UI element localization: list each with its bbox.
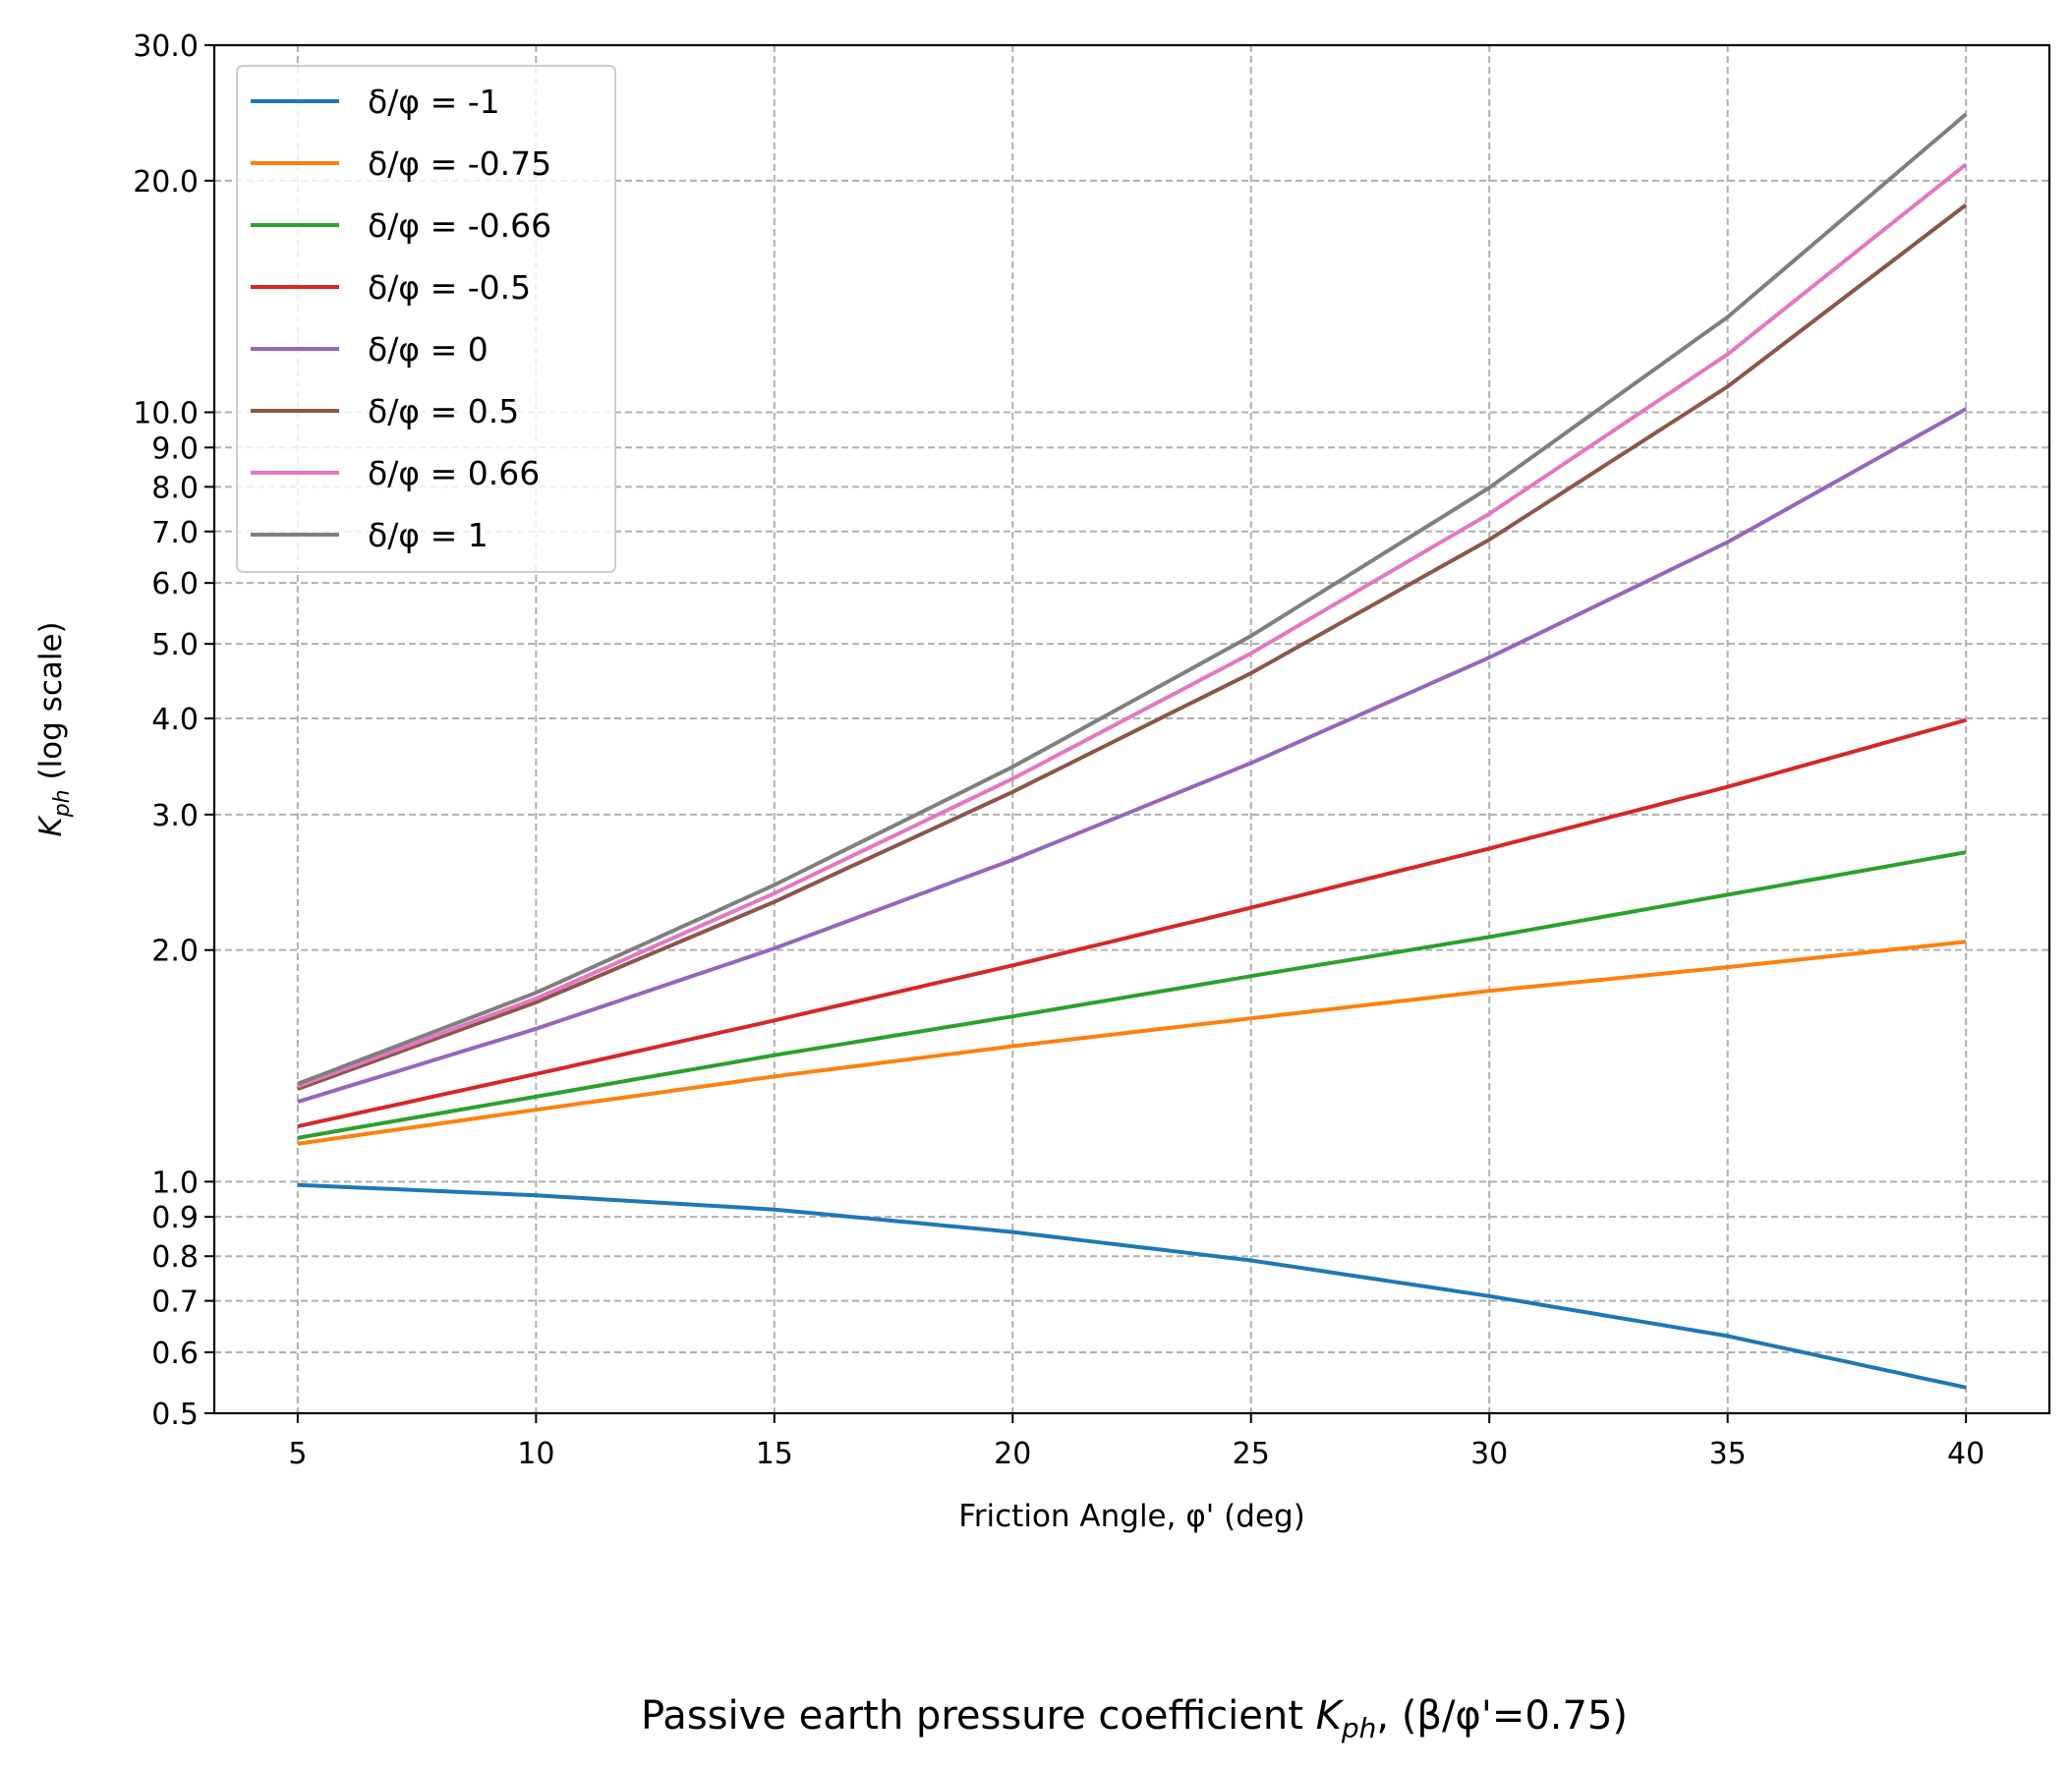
y-axis-label-subscript: ph <box>50 789 75 818</box>
x-tick-label: 5 <box>288 1437 307 1471</box>
legend: δ/φ = -1 δ/φ = -0.75 δ/φ = -0.66 δ/φ = -0.5… <box>236 65 616 573</box>
legend-label: δ/φ = -0.66 <box>368 206 551 245</box>
legend-box <box>236 65 616 573</box>
x-tick-label: 20 <box>994 1437 1031 1471</box>
y-tick-label: 5.0 <box>151 628 199 662</box>
legend-label: δ/φ = 0 <box>368 330 489 369</box>
series-line <box>297 717 1967 1129</box>
y-tick-label: 0.6 <box>151 1337 199 1371</box>
figure-caption: Passive earth pressure coefficient Kph, … <box>641 1693 1628 1744</box>
x-tick-label: 30 <box>1470 1437 1508 1471</box>
series-line <box>297 940 1967 1146</box>
legend-label: δ/φ = -0.5 <box>368 268 531 307</box>
y-tick-label: 6.0 <box>151 567 199 601</box>
y-tick-label: 0.8 <box>151 1240 199 1275</box>
legend-label: δ/φ = 0.5 <box>368 392 519 430</box>
legend-label: δ/φ = -0.75 <box>368 144 551 183</box>
legend-entries: δ/φ = -1 δ/φ = -0.75 δ/φ = -0.66 δ/φ = -0.5… <box>251 83 551 554</box>
series-line <box>297 850 1967 1140</box>
series-line <box>297 162 1968 1089</box>
y-tick-label: 0.7 <box>151 1285 199 1320</box>
y-tick-label: 2.0 <box>151 935 199 969</box>
caption-suffix: , (β/φ'=0.75) <box>1376 1693 1628 1739</box>
y-tick-label: 8.0 <box>151 471 199 505</box>
y-axis-ticks: 0.5 0.6 0.7 0.8 0.91.0 2.0 3.0 4.0 5.0 6.0 7.0 8.0 9… <box>133 29 214 1432</box>
y-tick-label: 30.0 <box>133 29 199 64</box>
series-line <box>297 112 1968 1086</box>
y-tick-label: 0.5 <box>151 1398 199 1432</box>
series-line <box>297 202 1968 1091</box>
series-lines <box>297 112 1968 1390</box>
y-axis-label-symbol: K <box>33 815 69 837</box>
legend-label: δ/φ = 1 <box>368 516 489 554</box>
legend-label: δ/φ = 0.66 <box>368 454 540 492</box>
x-tick-label: 15 <box>756 1437 793 1471</box>
series-line <box>297 407 1968 1105</box>
x-tick-label: 35 <box>1709 1437 1747 1471</box>
y-tick-label: 10.0 <box>133 397 199 431</box>
caption-prefix: Passive earth pressure coefficient <box>641 1693 1316 1739</box>
y-tick-label: 3.0 <box>151 799 199 833</box>
y-tick-label: 1.0 <box>151 1166 199 1200</box>
x-tick-label: 40 <box>1947 1437 1985 1471</box>
legend-label: δ/φ = -1 <box>368 83 500 121</box>
y-tick-label: 7.0 <box>151 516 199 550</box>
y-axis-label: Kph (log scale) <box>33 621 75 836</box>
y-axis-label-suffix: (log scale) <box>33 621 69 789</box>
series-line <box>297 1182 1967 1390</box>
caption-symbol: K <box>1316 1693 1345 1739</box>
y-tick-label: 20.0 <box>133 165 199 200</box>
x-tick-label: 10 <box>517 1437 554 1471</box>
x-axis-label: Friction Angle, φ' (deg) <box>958 1499 1305 1534</box>
y-tick-label: 0.9 <box>151 1201 199 1235</box>
plot-area-frame <box>212 43 2051 1415</box>
y-tick-label: 9.0 <box>151 431 199 466</box>
x-tick-label: 25 <box>1233 1437 1270 1471</box>
y-tick-label: 4.0 <box>151 703 199 737</box>
caption-subscript: ph <box>1341 1712 1377 1744</box>
x-axis-ticks: 5 10 15 20 25 30 35 40 <box>288 1413 1985 1471</box>
